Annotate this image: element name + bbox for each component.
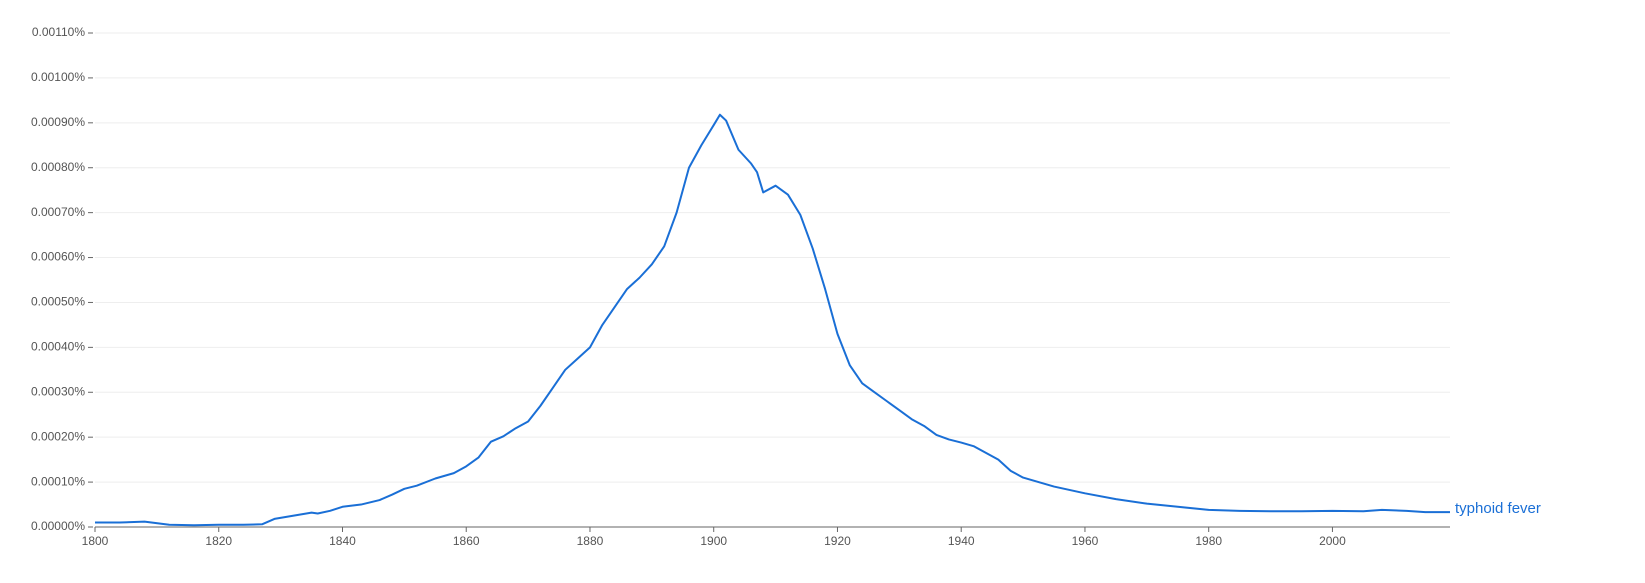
- y-tick-label: 0.00090%: [31, 115, 85, 129]
- x-tick-label: 1880: [577, 534, 604, 548]
- x-tick-label: 1980: [1195, 534, 1222, 548]
- series-label: typhoid fever: [1455, 500, 1541, 517]
- x-tick-label: 1900: [700, 534, 727, 548]
- y-tick-label: 0.00000%: [31, 519, 85, 533]
- y-tick-label: 0.00060%: [31, 250, 85, 264]
- x-tick-label: 1840: [329, 534, 356, 548]
- x-tick-label: 1860: [453, 534, 480, 548]
- y-tick-label: 0.00070%: [31, 205, 85, 219]
- x-tick-label: 1820: [205, 534, 232, 548]
- x-tick-label: 1960: [1072, 534, 1099, 548]
- x-tick-label: 1920: [824, 534, 851, 548]
- y-tick-label: 0.00040%: [31, 340, 85, 354]
- series-line: [95, 113, 1450, 527]
- y-tick-label: 0.00050%: [31, 295, 85, 309]
- x-tick-label: 2000: [1319, 534, 1346, 548]
- y-tick-label: 0.00100%: [31, 70, 85, 84]
- y-tick-label: 0.00080%: [31, 160, 85, 174]
- y-tick-label: 0.00110%: [32, 25, 85, 39]
- x-tick-label: 1800: [82, 534, 109, 548]
- y-tick-label: 0.00010%: [31, 474, 85, 488]
- y-tick-label: 0.00030%: [31, 384, 85, 398]
- x-tick-label: 1940: [948, 534, 975, 548]
- y-tick-label: 0.00020%: [31, 429, 85, 443]
